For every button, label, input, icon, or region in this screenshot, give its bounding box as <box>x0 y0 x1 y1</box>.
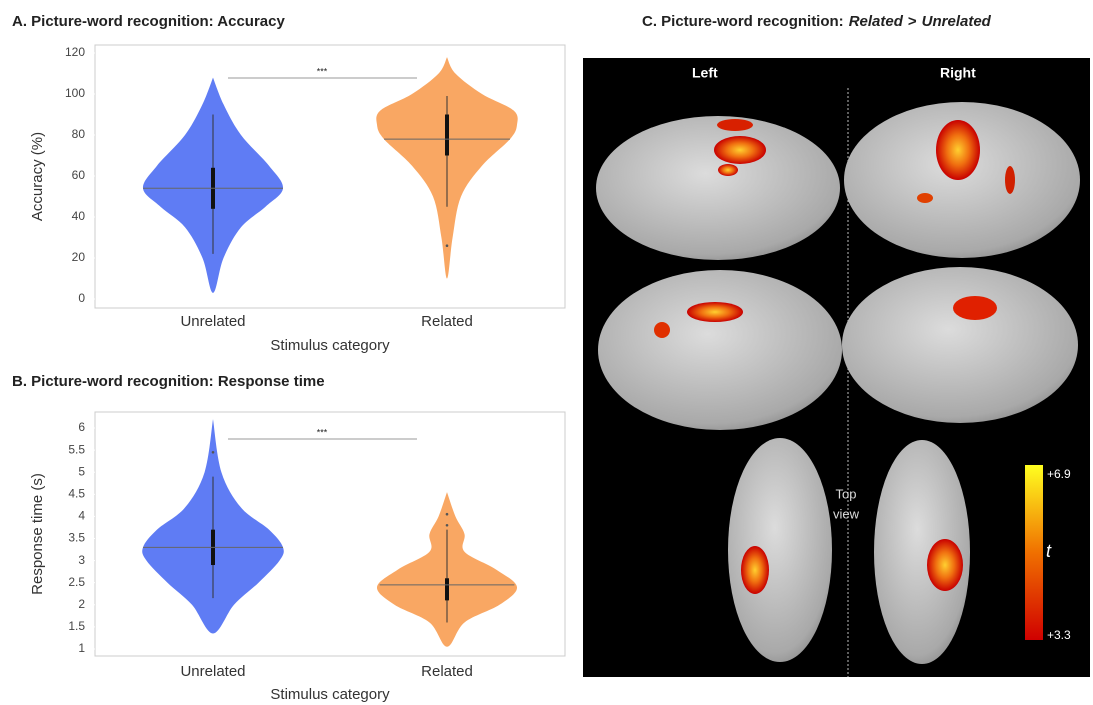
y-tick-label: 40 <box>72 209 86 223</box>
activation <box>741 546 769 594</box>
title-part: C. Picture-word recognition: <box>642 13 844 30</box>
title-part: > <box>908 13 917 30</box>
colorbar-min: +3.3 <box>1047 628 1071 642</box>
brain-left-medial <box>598 270 842 430</box>
y-tick-label: 1.5 <box>68 619 85 633</box>
activation <box>718 164 738 176</box>
top-view-label: view <box>833 506 860 521</box>
y-tick-label: 5 <box>78 464 85 478</box>
y-tick-label: 6 <box>78 420 85 434</box>
title-part: Related <box>849 13 904 30</box>
x-tick-label: Unrelated <box>180 313 245 330</box>
colorbar-max: +6.9 <box>1047 467 1071 481</box>
y-tick-label: 60 <box>72 168 86 182</box>
activation <box>717 119 753 131</box>
y-tick-label: 80 <box>72 127 86 141</box>
y-tick-label: 120 <box>65 45 85 59</box>
x-axis-label: Stimulus category <box>270 686 390 703</box>
y-tick-label: 1 <box>78 641 85 655</box>
chart-title: B. Picture-word recognition: Response ti… <box>12 373 325 390</box>
y-axis-label: Response time (s) <box>29 473 46 595</box>
outlier <box>446 524 449 527</box>
activation <box>1005 166 1015 194</box>
outlier <box>446 244 449 247</box>
top-view-label: Top <box>836 486 857 501</box>
title-part: Unrelated <box>922 13 992 30</box>
right-label: Right <box>940 65 976 81</box>
brain-right-medial <box>842 267 1078 423</box>
colorbar <box>1025 465 1043 640</box>
y-tick-label: 4 <box>78 509 85 523</box>
left-label: Left <box>692 65 718 81</box>
y-tick-label: 100 <box>65 86 85 100</box>
significance-label: *** <box>317 427 328 437</box>
brain-left-lateral <box>596 116 840 260</box>
outlier <box>212 451 215 454</box>
activation <box>953 296 997 320</box>
y-tick-label: 0 <box>78 291 85 305</box>
y-tick-label: 5.5 <box>68 442 85 456</box>
y-axis-label: Accuracy (%) <box>29 132 46 221</box>
x-tick-label: Related <box>421 313 473 330</box>
panel-c-title: C. Picture-word recognition: Related> Unre… <box>642 13 992 30</box>
x-tick-label: Unrelated <box>180 663 245 680</box>
significance-label: *** <box>317 66 328 76</box>
activation <box>687 302 743 322</box>
activation <box>654 322 670 338</box>
y-tick-label: 2.5 <box>68 575 85 589</box>
brain-left-top <box>728 438 832 662</box>
outlier <box>446 513 449 516</box>
y-tick-label: 3.5 <box>68 531 85 545</box>
x-axis-label: Stimulus category <box>270 337 390 354</box>
y-tick-label: 2 <box>78 597 85 611</box>
y-tick-label: 20 <box>72 250 86 264</box>
activation <box>917 193 933 203</box>
panel-c: C. Picture-word recognition: Related> Unre… <box>583 13 1090 677</box>
figure: C. Picture-word recognition:Related>Unre… <box>0 0 1093 705</box>
chart-title: A. Picture-word recognition: Accuracy <box>12 13 285 30</box>
x-tick-label: Related <box>421 663 473 680</box>
y-tick-label: 4.5 <box>68 486 85 500</box>
activation <box>927 539 963 591</box>
activation <box>714 136 766 164</box>
y-tick-label: 3 <box>78 553 85 567</box>
activation <box>936 120 980 180</box>
